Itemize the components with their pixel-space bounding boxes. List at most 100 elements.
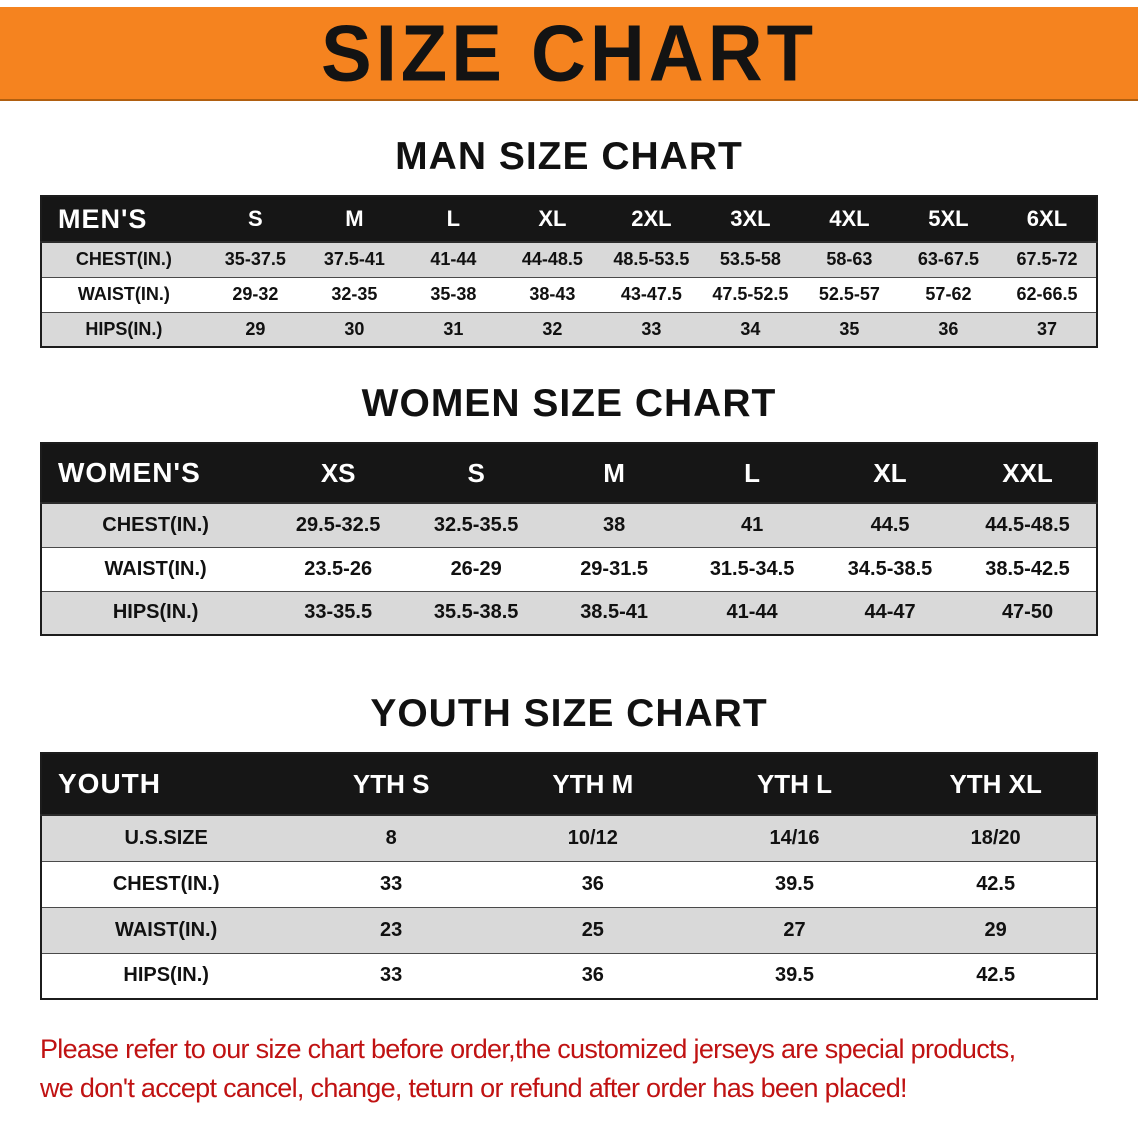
row-label: WAIST(IN.) <box>115 918 218 941</box>
table-cell: 35-37.5 <box>224 249 286 270</box>
column-header: L <box>403 196 503 242</box>
table-cell: 41-44 <box>726 601 778 624</box>
table-cell: 14/16 <box>769 826 820 849</box>
table-cell: 57-62 <box>925 284 972 304</box>
table-cell: 44.5 <box>870 513 910 536</box>
column-header: YTH L <box>693 753 896 815</box>
table-header-row: WOMEN'S XS S M L XL XXL <box>41 443 1097 503</box>
column-header: 5XL <box>898 196 998 242</box>
table-cell: 39.5 <box>775 964 814 987</box>
table-cell: 38 <box>602 513 626 536</box>
row-label: HIPS(IN.) <box>123 964 209 987</box>
table-cell: 41-44 <box>430 249 477 270</box>
column-header: M <box>545 443 684 503</box>
table-cell: 36 <box>938 318 959 339</box>
table-cell: 42.5 <box>976 872 1016 895</box>
table-cell: 33 <box>380 964 403 987</box>
table-cell: 29 <box>245 318 266 339</box>
table-cell: 23.5-26 <box>304 557 373 580</box>
table-cell: 27 <box>783 918 806 941</box>
table-cell: 35.5-38.5 <box>433 601 519 624</box>
column-header: S <box>205 196 305 242</box>
table-cell: 48.5-53.5 <box>613 249 690 270</box>
column-header: XS <box>269 443 408 503</box>
men-size-table: MEN'S S M L XL 2XL 3XL 4XL 5XL 6XL CHEST(IN.) 35-37… <box>40 195 1098 348</box>
row-label: HIPS(IN.) <box>112 601 199 624</box>
disclaimer-text: Please refer to our size chart before or… <box>40 1030 1100 1108</box>
table-cell: 34.5-38.5 <box>847 557 933 580</box>
table-cell: 43-47.5 <box>620 284 682 304</box>
column-header: YTH XL <box>895 753 1097 815</box>
table-cell: 31 <box>443 318 464 339</box>
table-cell: 41 <box>740 513 764 536</box>
table-cell: 47.5-52.5 <box>712 284 789 304</box>
men-section-title: MAN SIZE CHART <box>395 135 743 178</box>
table-cell: 18/20 <box>970 826 1021 849</box>
table-cell: 38-43 <box>529 284 576 304</box>
column-header: YTH S <box>290 753 492 815</box>
table-header-row: MEN'S S M L XL 2XL 3XL 4XL 5XL 6XL <box>41 196 1097 242</box>
table-cell: 34 <box>740 318 761 339</box>
table-cell: 58-63 <box>826 249 873 270</box>
table-row: U.S.SIZE 8 10/12 14/16 18/20 <box>41 815 1097 861</box>
table-cell: 29-32 <box>232 284 279 304</box>
table-cell: 36 <box>581 872 604 895</box>
table-corner-label: MEN'S <box>41 196 206 242</box>
column-header: XL <box>821 443 960 503</box>
table-cell: 32 <box>542 318 563 339</box>
row-label: WAIST(IN.) <box>104 557 207 580</box>
table-cell: 42.5 <box>976 964 1016 987</box>
table-cell: 31.5-34.5 <box>709 557 795 580</box>
table-cell: 33-35.5 <box>304 601 373 624</box>
table-cell: 47-50 <box>1001 601 1054 624</box>
table-row: HIPS(IN.) 29 30 31 32 33 34 35 36 37 <box>41 312 1097 347</box>
disclaimer-line-2: we don't accept cancel, change, teturn o… <box>40 1073 908 1104</box>
table-row: WAIST(IN.) 23.5-26 26-29 29-31.5 31.5-34.5 34… <box>41 547 1097 591</box>
row-label: CHEST(IN.) <box>112 872 220 895</box>
table-cell: 35 <box>839 318 860 339</box>
table-row: CHEST(IN.) 35-37.5 37.5-41 41-44 44-48.5 48.5… <box>41 242 1097 277</box>
table-cell: 44-47 <box>864 601 916 624</box>
table-cell: 29-31.5 <box>580 557 649 580</box>
table-row: WAIST(IN.) 23 25 27 29 <box>41 907 1097 953</box>
table-cell: 30 <box>344 318 365 339</box>
table-cell: 53.5-58 <box>719 249 781 270</box>
table-corner-label: YOUTH <box>41 753 291 815</box>
table-row: CHEST(IN.) 29.5-32.5 32.5-35.5 38 41 44.5 44.5… <box>41 503 1097 547</box>
row-label: U.S.SIZE <box>124 826 208 849</box>
column-header: 4XL <box>799 196 899 242</box>
column-header: 3XL <box>700 196 800 242</box>
table-cell: 33 <box>641 318 662 339</box>
table-cell: 10/12 <box>567 826 618 849</box>
women-section-title: WOMEN SIZE CHART <box>361 382 777 425</box>
table-cell: 38.5-41 <box>580 601 649 624</box>
column-header: YTH M <box>491 753 694 815</box>
table-cell: 35-38 <box>430 284 477 304</box>
women-size-table: WOMEN'S XS S M L XL XXL CHEST(IN.) 29.5-32.5 32.5… <box>40 442 1098 636</box>
table-cell: 37 <box>1036 318 1057 339</box>
column-header: XL <box>502 196 602 242</box>
table-cell: 62-66.5 <box>1016 284 1078 304</box>
table-cell: 44-48.5 <box>521 249 583 270</box>
women-section: WOMEN SIZE CHART WOMEN'S XS S M L XL XXL CHEST(… <box>0 382 1138 636</box>
table-cell: 67.5-72 <box>1016 249 1078 270</box>
table-cell: 29 <box>984 918 1007 941</box>
table-cell: 38.5-42.5 <box>985 557 1070 580</box>
table-cell: 44.5-48.5 <box>985 513 1070 536</box>
table-corner-label: WOMEN'S <box>41 443 270 503</box>
column-header: L <box>683 443 822 503</box>
column-header: S <box>407 443 546 503</box>
table-cell: 26-29 <box>450 557 502 580</box>
table-row: HIPS(IN.) 33-35.5 35.5-38.5 38.5-41 41-44 44-… <box>41 591 1097 635</box>
row-label: CHEST(IN.) <box>102 513 209 536</box>
youth-section-title: YOUTH SIZE CHART <box>370 692 768 735</box>
table-cell: 25 <box>581 918 604 941</box>
column-header: M <box>304 196 404 242</box>
column-header: 2XL <box>601 196 701 242</box>
table-cell: 32-35 <box>331 284 378 304</box>
table-cell: 23 <box>380 918 403 941</box>
table-header-row: YOUTH YTH S YTH M YTH L YTH XL <box>41 753 1097 815</box>
table-cell: 29.5-32.5 <box>295 513 381 536</box>
youth-size-table: YOUTH YTH S YTH M YTH L YTH XL U.S.SIZE 8 10/12… <box>40 752 1098 1000</box>
